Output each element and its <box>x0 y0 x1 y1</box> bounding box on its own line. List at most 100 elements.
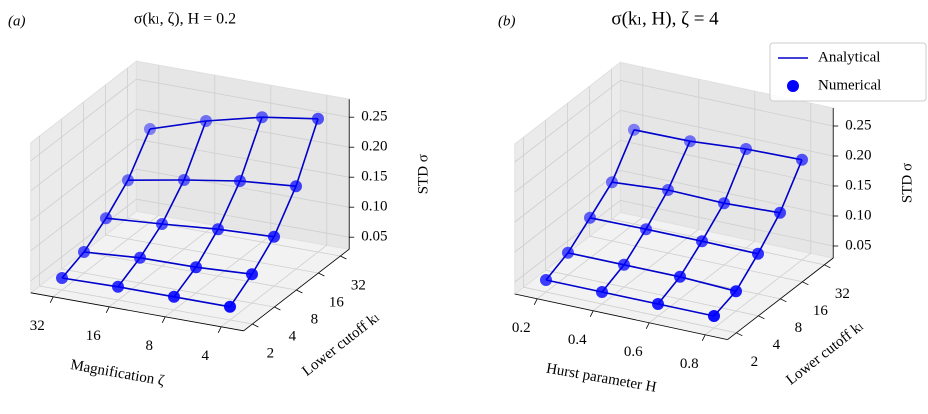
y-tick-label: 2 <box>267 345 275 361</box>
panel-label: (a) <box>8 13 26 29</box>
numerical-marker <box>290 180 302 193</box>
legend-box <box>769 42 927 102</box>
panel-label: (b) <box>498 13 516 29</box>
z-axis-label: STD σ <box>416 154 432 194</box>
numerical-marker <box>234 175 246 187</box>
analytical-line <box>611 181 781 214</box>
y-tick-label: 32 <box>351 277 366 293</box>
analytical-line <box>105 217 275 238</box>
numerical-marker <box>684 135 696 148</box>
x-tick <box>589 310 594 317</box>
y-tick <box>758 315 765 320</box>
numerical-marker <box>596 286 608 298</box>
numerical-marker <box>168 290 180 303</box>
numerical-marker <box>144 123 156 135</box>
y-tick-label: 4 <box>773 337 781 353</box>
x-tick-label: 0.2 <box>512 320 531 336</box>
x-tick-label: 16 <box>86 328 102 344</box>
y-tick <box>340 255 347 260</box>
numerical-marker <box>56 272 68 284</box>
z-tick-label: 0.20 <box>361 139 387 155</box>
x-tick-label: 0.4 <box>568 332 587 348</box>
grid-line <box>620 200 834 247</box>
numerical-marker <box>190 261 202 274</box>
analytical-line <box>633 129 803 161</box>
numerical-marker <box>100 212 112 225</box>
grid-line <box>105 234 319 274</box>
grid-line <box>589 235 803 283</box>
z-tick-label: 0.05 <box>845 237 871 253</box>
analytical-line <box>127 179 297 187</box>
y-tick <box>780 298 787 303</box>
y-tick-label: 8 <box>795 320 803 336</box>
numerical-marker <box>606 176 618 189</box>
x-tick <box>645 322 650 329</box>
legend-label: Numerical <box>818 77 881 93</box>
numerical-marker <box>628 123 640 136</box>
x-tick <box>49 296 54 303</box>
x-tick <box>217 326 222 333</box>
numerical-marker <box>200 115 212 127</box>
numerical-marker <box>268 230 280 243</box>
numerical-marker <box>540 274 552 286</box>
y-tick <box>296 289 303 294</box>
grid-line <box>30 198 137 282</box>
numerical-marker <box>674 270 686 283</box>
analytical-line <box>83 251 253 275</box>
x-tick-label: 8 <box>145 338 153 354</box>
numerical-marker <box>78 246 90 258</box>
numerical-marker <box>562 246 574 259</box>
numerical-marker <box>246 268 258 281</box>
numerical-marker <box>740 143 752 155</box>
numerical-marker <box>618 258 630 271</box>
grid-line <box>620 110 834 157</box>
analytical-line <box>589 217 759 255</box>
grid-line <box>30 78 137 162</box>
legend-marker <box>787 80 799 92</box>
numerical-marker <box>696 235 708 248</box>
z-tick-label: 0.20 <box>845 147 871 163</box>
x-tick-label: 32 <box>30 318 45 334</box>
numerical-marker <box>224 300 236 313</box>
grid-line <box>514 80 621 163</box>
z-tick-label: 0.25 <box>845 117 871 133</box>
numerical-marker <box>584 211 596 224</box>
grid-line <box>514 200 621 283</box>
numerical-marker <box>112 280 124 293</box>
z-tick-label: 0.10 <box>845 207 871 223</box>
grid-line <box>30 108 137 192</box>
grid-line <box>30 168 137 252</box>
x-axis-label: Magnification ζ <box>69 357 165 389</box>
x-axis <box>30 292 244 332</box>
grid-line <box>136 108 350 148</box>
analytical-line <box>545 279 715 317</box>
x-tick-label: 0.6 <box>624 344 643 360</box>
numerical-marker <box>178 174 190 186</box>
numerical-marker <box>662 184 674 196</box>
chart-title: σ(kₗ, H), ζ = 4 <box>611 8 719 29</box>
z-tick-label: 0.25 <box>361 109 387 125</box>
numerical-marker <box>752 247 764 260</box>
legend: Analytical Numerical <box>769 42 927 102</box>
x-tick-label: 0.8 <box>680 356 699 372</box>
y-tick-label: 8 <box>311 311 319 327</box>
y-tick <box>252 323 259 328</box>
grid-line <box>83 251 297 291</box>
y-tick <box>274 306 281 311</box>
y-tick <box>736 332 743 337</box>
x-tick-label: 4 <box>201 348 209 364</box>
y-tick <box>318 272 325 277</box>
numerical-marker <box>212 223 224 236</box>
x-tick <box>105 306 110 313</box>
numerical-marker <box>256 111 268 124</box>
grid-line <box>620 80 834 127</box>
numerical-marker <box>156 218 168 230</box>
numerical-marker <box>730 285 742 298</box>
z-tick-label: 0.15 <box>845 177 871 193</box>
y-tick-label: 16 <box>329 294 345 310</box>
y-tick-label: 4 <box>289 328 297 344</box>
analytical-line <box>567 252 737 292</box>
analytical-line <box>149 116 319 130</box>
